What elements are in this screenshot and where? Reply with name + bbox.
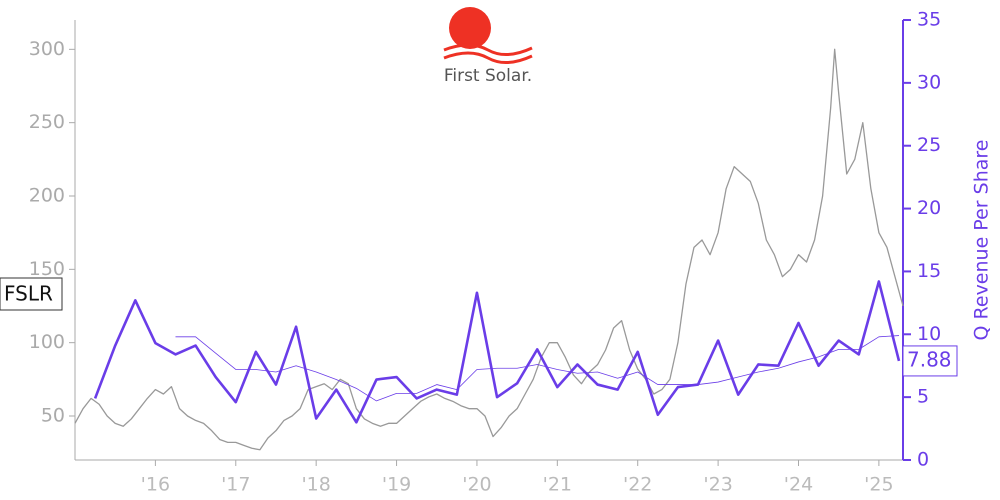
y-tick-label: 50: [41, 405, 65, 427]
series-line: [93, 280, 901, 424]
x-tick-label: '23: [703, 474, 732, 496]
y2-tick-label: 0: [917, 449, 929, 471]
x-tick-label: '21: [543, 474, 572, 496]
y-tick-label: 150: [29, 258, 65, 280]
ticker-box: [0, 277, 63, 311]
x-tick-label: '20: [462, 474, 491, 496]
x-tick-label: '22: [623, 474, 652, 496]
logo-wave: [443, 51, 533, 64]
y2-axis-label: Q Revenue Per Share: [971, 140, 993, 341]
y2-tick-label: 25: [917, 134, 941, 156]
value-label-box: [902, 345, 958, 377]
y2-tick-label: 5: [917, 386, 929, 408]
ticker-label: FSLR: [4, 282, 53, 306]
y-tick-label: 250: [29, 111, 65, 133]
y-tick-label: 300: [29, 38, 65, 60]
logo-sun: [449, 7, 491, 49]
series-line: [74, 48, 904, 451]
series-line: [175, 335, 900, 402]
y2-tick-label: 20: [917, 197, 941, 219]
y2-tick-label: 30: [917, 71, 941, 93]
y2-tick-label: 15: [917, 260, 941, 282]
logo: First Solar.: [443, 7, 533, 86]
y2-tick-label: 35: [917, 9, 941, 31]
x-tick-label: '19: [382, 474, 411, 496]
x-tick-label: '16: [141, 474, 170, 496]
x-tick-label: '25: [864, 474, 893, 496]
x-tick-label: '24: [784, 474, 813, 496]
value-label: 7.88: [907, 347, 952, 371]
logo-text: First Solar.: [444, 66, 532, 86]
logo-wave: [443, 43, 533, 56]
y2-tick-label: 10: [917, 323, 941, 345]
x-tick-label: '18: [301, 474, 330, 496]
y-tick-label: 100: [29, 331, 65, 353]
x-tick-label: '17: [221, 474, 250, 496]
y-tick-label: 200: [29, 185, 65, 207]
